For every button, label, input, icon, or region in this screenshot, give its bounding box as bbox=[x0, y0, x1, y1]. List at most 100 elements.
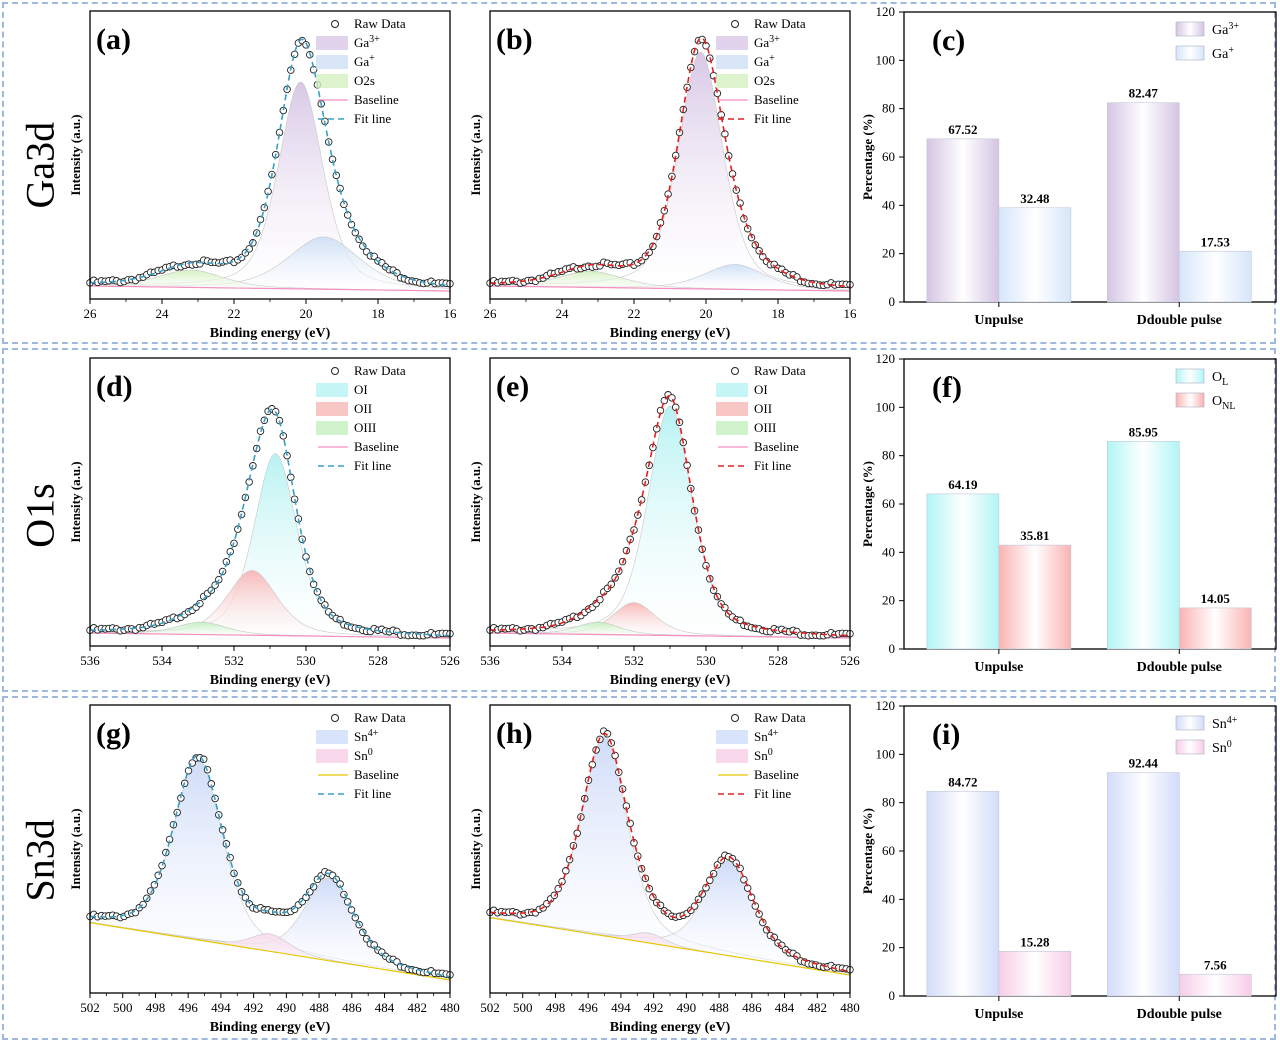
panel-label: (f) bbox=[932, 371, 962, 404]
legend-label: Fit line bbox=[754, 786, 791, 801]
x-tick-label: 502 bbox=[480, 1000, 500, 1015]
legend-swatch bbox=[1175, 368, 1205, 384]
legend-marker-raw bbox=[731, 714, 739, 722]
bar-data-label: 82.47 bbox=[1129, 86, 1159, 101]
legend-label: Raw Data bbox=[754, 363, 806, 378]
x-tick-label: 530 bbox=[696, 653, 716, 668]
legend-label: Baseline bbox=[354, 92, 399, 107]
bar bbox=[1106, 440, 1180, 650]
y-axis-label: Percentage (%) bbox=[860, 808, 875, 894]
x-tick-label: 20 bbox=[300, 306, 313, 321]
legend-label: Ga+ bbox=[354, 53, 375, 69]
x-tick-label: 532 bbox=[224, 653, 244, 668]
x-tick-label: 500 bbox=[513, 1000, 533, 1015]
x-axis-label: Binding energy (eV) bbox=[210, 326, 331, 341]
y-axis-label: Intensity (a.u.) bbox=[468, 808, 483, 889]
panel-label: (h) bbox=[496, 717, 533, 750]
row-sn3d bbox=[2, 696, 1276, 1040]
legend-label: Raw Data bbox=[754, 16, 806, 31]
y-tick-label: 100 bbox=[876, 52, 896, 67]
fit-line bbox=[490, 37, 851, 288]
legend-swatch bbox=[1175, 21, 1205, 37]
legend-swatch bbox=[716, 402, 748, 416]
y-tick-label: 40 bbox=[882, 197, 895, 212]
legend-label: Fit line bbox=[354, 786, 391, 801]
row-label-sn3d: Sn3d bbox=[17, 819, 63, 902]
legend-swatch bbox=[1175, 715, 1205, 731]
bar-data-label: 15.28 bbox=[1020, 934, 1050, 949]
raw-data-point bbox=[158, 861, 166, 870]
xps-chart-b: 26 24 22 20 18 16 Binding energy (eV) Intensity… bbox=[468, 10, 857, 341]
raw-data-point bbox=[302, 893, 310, 902]
x-tick-label: 18 bbox=[772, 306, 785, 321]
legend-marker-raw bbox=[331, 714, 339, 722]
raw-data-point bbox=[332, 171, 341, 180]
x-tick-label: 526 bbox=[440, 653, 460, 668]
y-tick-label: 120 bbox=[876, 351, 896, 366]
legend-label: OII bbox=[354, 401, 372, 416]
y-tick-label: 60 bbox=[882, 149, 895, 164]
x-tick-label: 480 bbox=[840, 1000, 860, 1015]
row-label-ga3d: Ga3d bbox=[17, 121, 63, 209]
bar bbox=[1106, 102, 1180, 303]
x-tick-label: Ddouble pulse bbox=[1137, 1007, 1222, 1022]
x-tick-label: 26 bbox=[484, 306, 498, 321]
bar-data-label: 7.56 bbox=[1204, 957, 1227, 972]
xps-chart-h: 502 500 498 496 494 492 490 488 486 484 482 480 Bind… bbox=[468, 704, 860, 1035]
legend-swatch bbox=[716, 383, 748, 397]
x-tick-label: 534 bbox=[552, 653, 572, 668]
row-ga3d bbox=[2, 2, 1276, 344]
y-tick-label: 20 bbox=[882, 940, 895, 955]
bar bbox=[1106, 772, 1180, 997]
y-axis-label: Intensity (a.u.) bbox=[68, 808, 83, 889]
y-tick-label: 60 bbox=[882, 496, 895, 511]
bar bbox=[998, 950, 1072, 997]
x-tick-label: 530 bbox=[296, 653, 316, 668]
legend-swatch bbox=[716, 36, 748, 50]
legend-label: Sn0 bbox=[1212, 739, 1232, 756]
legend-swatch bbox=[316, 730, 348, 744]
bar bbox=[1178, 250, 1252, 303]
raw-data-point bbox=[302, 553, 310, 561]
x-tick-label: 498 bbox=[146, 1000, 166, 1015]
x-tick-label: 494 bbox=[211, 1000, 231, 1015]
x-tick-label: Ddouble pulse bbox=[1137, 660, 1222, 675]
bar bbox=[998, 207, 1072, 303]
raw-data-point bbox=[362, 935, 371, 943]
panel-label: (c) bbox=[932, 24, 965, 57]
x-tick-label: 502 bbox=[80, 1000, 100, 1015]
y-axis-label: Percentage (%) bbox=[860, 114, 875, 200]
peak-component-ga3plus bbox=[489, 51, 851, 292]
legend-label: Fit line bbox=[354, 111, 391, 126]
fit-line bbox=[489, 732, 851, 973]
bar-data-label: 67.52 bbox=[948, 122, 977, 137]
raw-data-point bbox=[543, 899, 551, 908]
x-tick-label: 486 bbox=[742, 1000, 762, 1015]
xps-chart-e: 536 534 532 530 528 526 Binding energy (eV) Int… bbox=[468, 357, 860, 688]
legend-label: Raw Data bbox=[354, 16, 406, 31]
x-tick-label: 16 bbox=[444, 306, 458, 321]
legend-swatch bbox=[716, 730, 748, 744]
y-axis-label: Intensity (a.u.) bbox=[68, 114, 83, 195]
x-tick-label: 22 bbox=[228, 306, 241, 321]
bar-data-label: 64.19 bbox=[948, 477, 978, 492]
legend-label: Ga3+ bbox=[1212, 21, 1239, 38]
legend-marker-raw bbox=[331, 367, 339, 375]
raw-data-point bbox=[637, 496, 646, 504]
bar-chart-i: 0 20 40 60 80 100 120 Percentage (%) 84.72 15.28 U… bbox=[860, 698, 1277, 1022]
legend-label: Sn0 bbox=[754, 747, 773, 763]
baseline-line bbox=[89, 632, 451, 639]
legend-swatch bbox=[716, 749, 748, 763]
x-tick-label: 494 bbox=[611, 1000, 631, 1015]
legend-swatch bbox=[316, 383, 348, 397]
legend-marker-raw bbox=[731, 20, 739, 28]
raw-data-point bbox=[370, 941, 378, 949]
legend-label: O2s bbox=[354, 73, 375, 88]
legend-label: Ga3+ bbox=[354, 34, 380, 50]
bar bbox=[926, 493, 1000, 650]
bar-chart-c: 0 20 40 60 80 100 120 Percentage (%) 67.52 32.48 U… bbox=[860, 4, 1277, 328]
x-tick-label: 490 bbox=[277, 1000, 297, 1015]
x-tick-label: 536 bbox=[480, 653, 500, 668]
x-tick-label: 498 bbox=[546, 1000, 566, 1015]
bar-data-label: 14.05 bbox=[1201, 591, 1231, 606]
